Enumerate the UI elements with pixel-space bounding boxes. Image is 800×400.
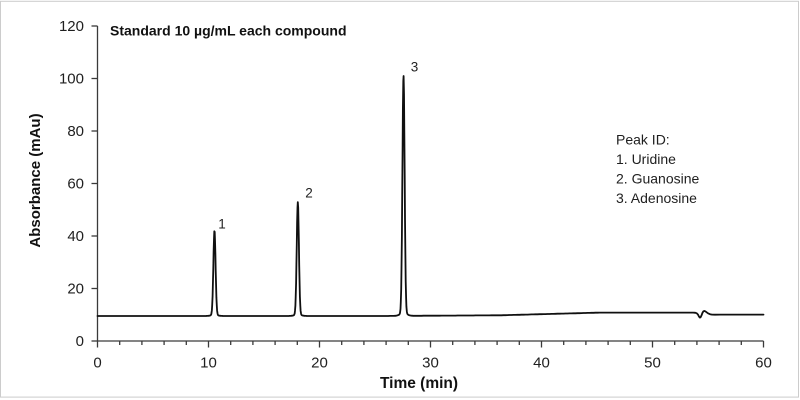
svg-text:10: 10 [200, 355, 217, 372]
svg-text:100: 100 [59, 71, 84, 88]
svg-text:3. Adenosine: 3. Adenosine [616, 190, 697, 206]
svg-text:Time (min): Time (min) [380, 375, 458, 392]
svg-text:0: 0 [93, 355, 101, 372]
svg-text:0: 0 [76, 333, 84, 350]
svg-text:20: 20 [67, 281, 84, 298]
svg-text:Absorbance (mAu): Absorbance (mAu) [27, 113, 44, 247]
svg-text:Peak ID:: Peak ID: [616, 132, 670, 148]
svg-text:3: 3 [411, 60, 419, 75]
svg-text:50: 50 [644, 355, 661, 372]
svg-text:60: 60 [755, 355, 772, 372]
svg-text:2. Guanosine: 2. Guanosine [616, 171, 699, 187]
svg-text:30: 30 [422, 355, 439, 372]
svg-text:1: 1 [218, 217, 226, 232]
svg-text:60: 60 [67, 176, 84, 193]
svg-text:120: 120 [59, 18, 84, 35]
svg-text:Standard 10 µg/mL each compoun: Standard 10 µg/mL each compound [110, 23, 347, 39]
svg-text:40: 40 [533, 355, 550, 372]
svg-text:20: 20 [311, 355, 328, 372]
svg-text:40: 40 [67, 228, 84, 245]
svg-text:80: 80 [67, 123, 84, 140]
svg-text:2: 2 [305, 186, 313, 201]
svg-text:1. Uridine: 1. Uridine [616, 151, 676, 167]
